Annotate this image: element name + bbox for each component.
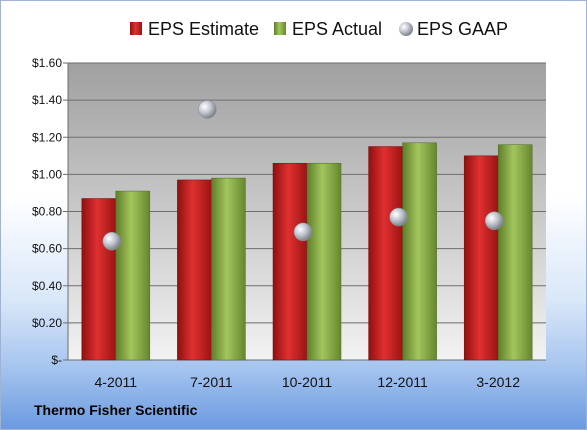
y-tick-label: $1.60 [32, 56, 62, 70]
bar-eps-actual [306, 162, 342, 361]
bar-eps-actual [497, 144, 533, 361]
legend-label: EPS Estimate [148, 19, 259, 39]
y-tick-label: $1.40 [32, 93, 62, 107]
bar-eps-estimate [272, 162, 308, 361]
legend: EPS Estimate EPS Actual EPS GAAP [130, 19, 508, 39]
bars [81, 142, 533, 361]
point-eps-gaap [198, 100, 217, 119]
point-eps-gaap [484, 211, 504, 231]
y-tick-label: $1.00 [32, 167, 62, 181]
legend-swatch [274, 22, 286, 35]
x-axis-tick-labels: 4-2011 7-2011 10-2011 12-2011 3-2012 [95, 374, 521, 390]
x-tick-label: 3-2012 [476, 374, 520, 390]
bar-eps-actual [211, 177, 246, 361]
x-tick-label: 4-2011 [95, 374, 138, 390]
point-eps-gaap [293, 222, 313, 242]
y-tick-label: $0.40 [32, 279, 62, 293]
x-tick-label: 7-2011 [190, 374, 233, 390]
bar-eps-actual [402, 142, 437, 361]
point-eps-gaap [389, 207, 408, 227]
x-tick-label: 10-2011 [282, 374, 333, 390]
legend-label: EPS Actual [292, 19, 382, 39]
legend-swatch [399, 22, 413, 36]
y-tick-label: $1.20 [32, 130, 62, 144]
x-tick-label: 12-2011 [377, 374, 428, 390]
y-axis-tick-labels: $- $0.20 $0.40 $0.60 $0.80 $1.00 $1.20 $1.40 $1.… [32, 56, 62, 367]
y-tick-label: $0.60 [32, 242, 62, 256]
company-name: Thermo Fisher Scientific [34, 402, 198, 418]
legend-swatch [130, 22, 142, 35]
bar-eps-estimate [368, 146, 403, 361]
bar-eps-estimate [177, 179, 212, 361]
y-tick-label: $0.80 [32, 205, 62, 219]
gaap-points [102, 100, 504, 251]
y-tick-label: $0.20 [32, 316, 62, 330]
point-eps-gaap [102, 231, 122, 251]
bar-eps-actual [115, 190, 151, 361]
bar-eps-estimate [463, 155, 499, 361]
legend-label: EPS GAAP [417, 19, 508, 39]
bar-eps-estimate [81, 198, 117, 361]
y-tick-label: $- [51, 353, 62, 367]
